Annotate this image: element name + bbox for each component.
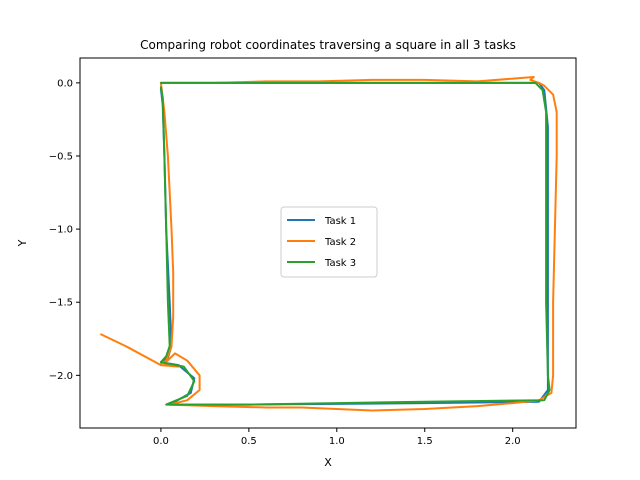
y-tick-label: −1.5	[49, 298, 73, 309]
legend: Task 1 Task 2 Task 3	[280, 206, 378, 278]
legend-label-task-2: Task 2	[324, 237, 356, 248]
legend-box	[280, 206, 378, 278]
x-axis: 0.0 0.5 1.0 1.5 2.0	[153, 428, 521, 447]
y-tick-label: −2.0	[49, 371, 73, 382]
x-tick-label: 1.5	[417, 436, 433, 447]
axes-frame	[79, 57, 577, 429]
x-tick-label: 0.0	[153, 436, 169, 447]
x-axis-label: X	[324, 456, 332, 469]
x-tick-label: 0.5	[241, 436, 257, 447]
y-axis: 0.0 −0.5 −1.0 −1.5 −2.0	[49, 78, 80, 382]
chart-title: Comparing robot coordinates traversing a…	[140, 38, 516, 52]
x-tick-label: 2.0	[505, 436, 521, 447]
x-tick-label: 1.0	[329, 436, 345, 447]
y-tick-label: 0.0	[57, 78, 73, 89]
y-axis-label: Y	[16, 239, 29, 247]
y-tick-label: −0.5	[49, 151, 73, 162]
y-tick-label: −1.0	[49, 225, 73, 236]
series-line-task-3	[159, 81, 551, 406]
plot-area	[100, 76, 558, 412]
legend-label-task-1: Task 1	[324, 216, 356, 227]
legend-label-task-3: Task 3	[324, 258, 356, 269]
